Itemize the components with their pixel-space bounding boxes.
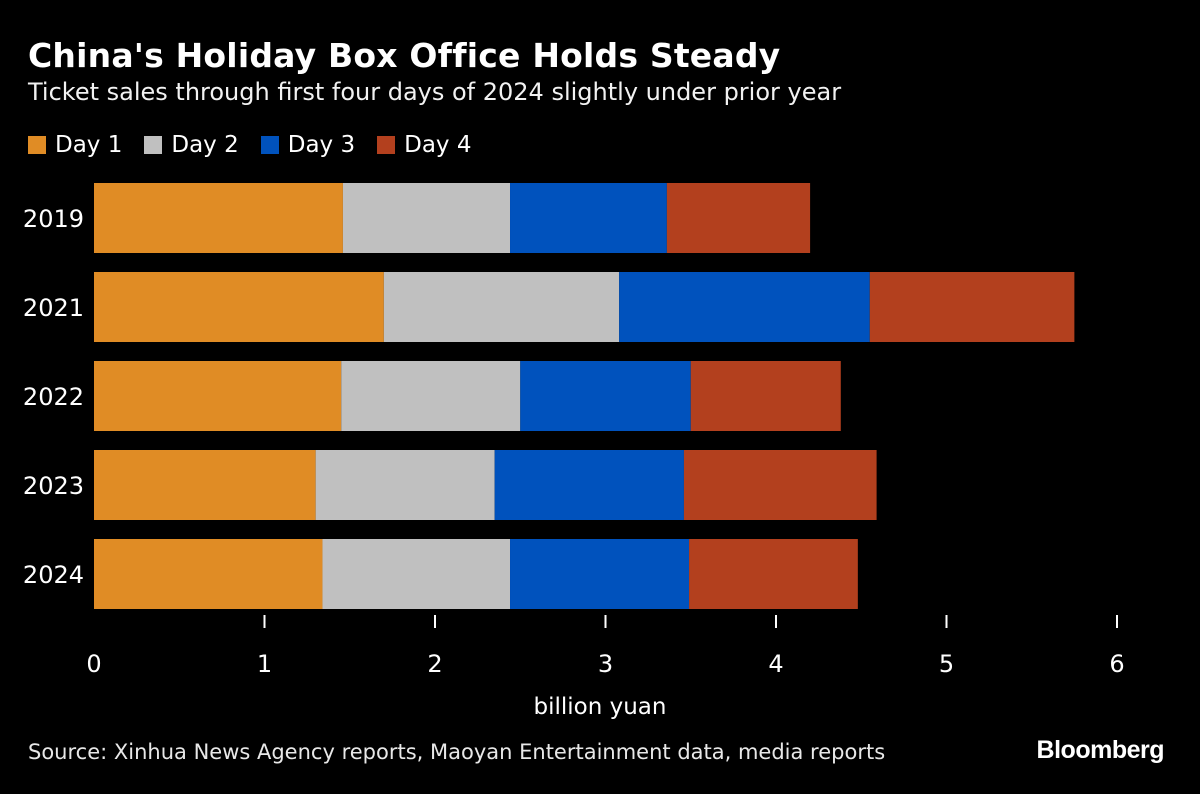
x-tick-label-5: 5 [939,650,954,678]
bar-2023-day1 [94,450,316,520]
y-tick-label-2019: 2019 [23,205,84,233]
x-tick-label-1: 1 [257,650,272,678]
legend-label-day3: Day 3 [287,132,356,158]
bar-2024-day3 [510,539,690,609]
chart-title: China's Holiday Box Office Holds Steady [28,36,781,75]
y-tick-label-2021: 2021 [23,294,84,322]
bar-2021-day2 [383,272,620,342]
bloomberg-logo: Bloomberg [1036,736,1165,764]
bar-2022-day3 [520,361,691,431]
legend: Day 1 Day 2 Day 3 Day 4 [28,132,494,158]
bar-2019-day3 [510,183,667,253]
legend-swatch-day4 [377,136,396,154]
x-tick-label-6: 6 [1109,650,1124,678]
bar-2024-day4 [689,539,858,609]
legend-swatch-day1 [28,136,46,154]
x-tick-label-4: 4 [768,650,783,678]
legend-item-day1: Day 1 [28,132,122,158]
legend-label-day1: Day 1 [55,132,123,158]
legend-swatch-day2 [144,136,163,154]
bar-2019-day1 [94,183,343,253]
bar-2022-day1 [94,361,342,431]
bar-2019-day4 [666,183,811,253]
x-tick-label-2: 2 [427,650,442,678]
bar-2021-day1 [94,272,384,342]
bar-2022-day4 [690,361,841,431]
legend-item-day4: Day 4 [377,132,472,158]
bar-2023-day2 [315,450,495,520]
bar-2019-day2 [342,183,511,253]
chart-subtitle: Ticket sales through first four days of … [28,78,842,106]
bar-2022-day2 [341,361,521,431]
legend-swatch-day3 [260,136,279,154]
legend-item-day2: Day 2 [144,132,239,158]
legend-item-day3: Day 3 [260,132,356,158]
legend-label-day4: Day 4 [404,132,472,158]
legend-label-day2: Day 2 [171,132,239,158]
bar-2023-day4 [683,450,877,520]
y-tick-label-2022: 2022 [23,383,84,411]
source-note: Source: Xinhua News Agency reports, Maoy… [28,740,886,764]
bar-2024-day2 [322,539,511,609]
y-tick-label-2024: 2024 [23,561,84,589]
x-tick-label-0: 0 [86,650,101,678]
bar-2021-day3 [619,272,870,342]
x-tick-label-3: 3 [598,650,613,678]
x-axis-label: billion yuan [534,694,667,720]
bar-2023-day3 [494,450,684,520]
bar-2024-day1 [94,539,323,609]
y-tick-label-2023: 2023 [23,472,84,500]
bar-2021-day4 [869,272,1075,342]
